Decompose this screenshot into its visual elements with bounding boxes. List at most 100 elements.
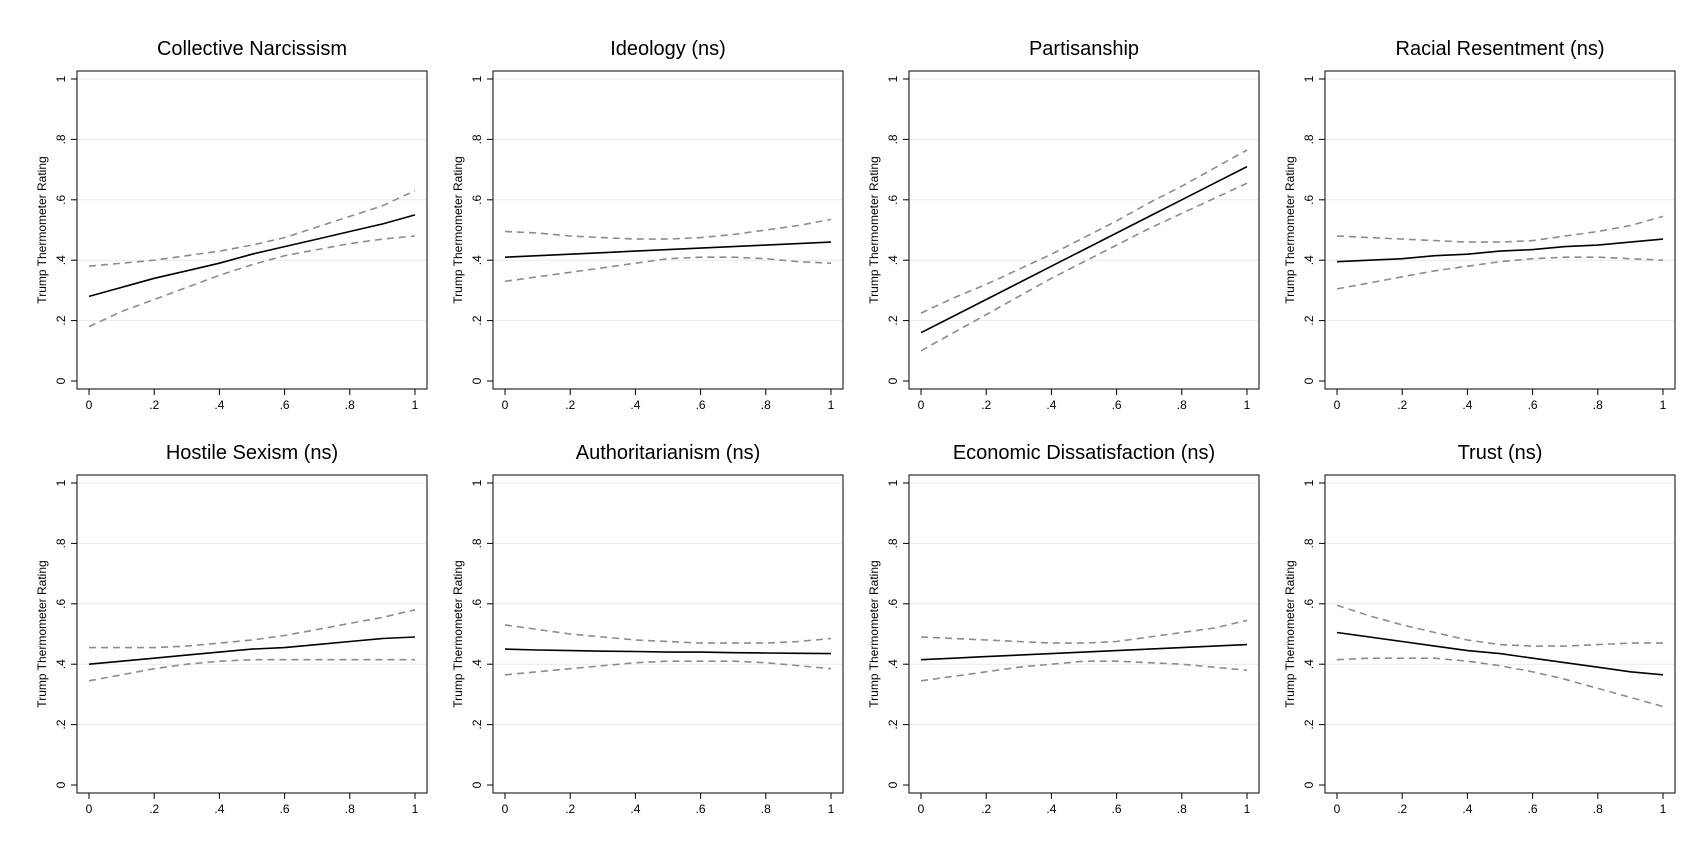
y-tick-label: .4 [470, 659, 484, 669]
x-tick-label: 1 [828, 802, 835, 816]
y-tick-label: 0 [1302, 781, 1316, 788]
y-tick-label: .2 [886, 719, 900, 729]
x-tick-label: .6 [280, 802, 290, 816]
y-tick-label: .8 [470, 134, 484, 144]
plot-frame [76, 474, 428, 794]
fitted-line [920, 643, 1248, 661]
x-tick-label: .8 [345, 398, 355, 412]
y-axis-label: Trump Thermometer Rating [35, 156, 49, 303]
y-tick-label: 1 [470, 479, 484, 486]
x-tick-label: .4 [1462, 802, 1472, 816]
y-axis-label: Trump Thermometer Rating [451, 560, 465, 707]
x-tick-label: 0 [502, 802, 509, 816]
y-tick-label: .4 [470, 255, 484, 265]
y-tick-label: .2 [470, 719, 484, 729]
y-axis-label: Trump Thermometer Rating [1283, 156, 1297, 303]
y-tick-label: .8 [886, 134, 900, 144]
y-tick-label: .6 [886, 598, 900, 608]
fitted-line [1336, 631, 1664, 676]
y-tick-label: .2 [54, 719, 68, 729]
y-tick-label: .8 [54, 134, 68, 144]
y-tick-label: .6 [54, 598, 68, 608]
y-axis-label: Trump Thermometer Rating [1283, 560, 1297, 707]
y-tick-label: 1 [1302, 75, 1316, 82]
panel-title: Hostile Sexism (ns) [166, 442, 338, 464]
y-tick-label: .8 [470, 538, 484, 548]
x-tick-label: .4 [1046, 398, 1056, 412]
x-tick-label: .6 [696, 802, 706, 816]
x-tick-label: 1 [1660, 802, 1667, 816]
fitted-line [88, 214, 416, 298]
y-tick-label: .2 [54, 315, 68, 325]
fitted-line [920, 165, 1248, 334]
y-tick-label: 1 [1302, 479, 1316, 486]
y-tick-label: .6 [1302, 598, 1316, 608]
upper-ci-line [920, 149, 1248, 314]
y-tick-label: .4 [54, 255, 68, 265]
y-tick-label: .6 [54, 194, 68, 204]
x-tick-label: .4 [1046, 802, 1056, 816]
x-tick-label: .2 [149, 802, 159, 816]
x-tick-label: .4 [630, 398, 640, 412]
x-tick-label: .6 [1528, 398, 1538, 412]
panel-title: Partisanship [1029, 38, 1139, 60]
panel-5: Hostile Sexism (ns) 0 .2 .4 .6 .8 1 0 .2 .4 .6 .8 1 T… [35, 442, 428, 816]
x-tick-label: .8 [1177, 398, 1187, 412]
y-tick-label: .2 [1302, 315, 1316, 325]
panel-title: Ideology (ns) [610, 38, 726, 60]
panel-title: Collective Narcissism [157, 38, 347, 60]
y-tick-label: .2 [886, 315, 900, 325]
y-tick-label: 1 [54, 479, 68, 486]
y-tick-label: 0 [54, 377, 68, 384]
x-tick-label: 1 [412, 802, 419, 816]
panel-6: Authoritarianism (ns) 0 .2 .4 .6 .8 1 0 .2 .4 .6 .8… [451, 442, 844, 816]
panel-4: Racial Resentment (ns) 0 .2 .4 .6 .8 1 0 .2 .4 .6.… [1283, 38, 1676, 412]
y-tick-label: .6 [886, 194, 900, 204]
y-tick-label: .8 [886, 538, 900, 548]
y-tick-label: .2 [470, 315, 484, 325]
x-tick-label: .6 [1112, 802, 1122, 816]
x-tick-label: .4 [214, 802, 224, 816]
panel-7: Economic Dissatisfaction (ns) 0 .2 .4 .6 .8 1 0… [867, 442, 1260, 816]
x-tick-label: .4 [1462, 398, 1472, 412]
x-tick-label: .2 [565, 398, 575, 412]
x-tick-label: .2 [149, 398, 159, 412]
y-tick-label: 1 [886, 75, 900, 82]
upper-ci-line [89, 609, 416, 649]
x-tick-label: 0 [86, 802, 93, 816]
x-tick-label: .8 [1177, 802, 1187, 816]
x-tick-label: .8 [345, 802, 355, 816]
fitted-line [504, 241, 832, 258]
x-tick-label: .6 [696, 398, 706, 412]
plot-frame [1324, 70, 1676, 390]
upper-ci-line [88, 189, 416, 267]
x-tick-label: 1 [412, 398, 419, 412]
x-tick-label: .6 [1528, 802, 1538, 816]
y-tick-label: .6 [1302, 194, 1316, 204]
x-tick-label: .2 [565, 802, 575, 816]
fitted-line [504, 648, 832, 655]
panel-title: Racial Resentment (ns) [1396, 38, 1605, 60]
y-tick-label: .4 [886, 255, 900, 265]
y-tick-label: 1 [54, 75, 68, 82]
y-axis-label: Trump Thermometer Rating [451, 156, 465, 303]
lower-ci-line [504, 256, 832, 283]
panel-8: Trust (ns) 0 .2 .4 .6 .8 1 0 .2 .4 .6 .8 1 Trump Ther… [1283, 442, 1676, 816]
y-tick-label: .4 [1302, 255, 1316, 265]
lower-ci-line [1336, 657, 1664, 708]
upper-ci-line [504, 624, 832, 644]
y-tick-label: .4 [886, 659, 900, 669]
x-tick-label: .8 [761, 398, 771, 412]
y-tick-label: 0 [886, 781, 900, 788]
upper-ci-line [1336, 604, 1663, 647]
x-tick-label: 0 [1334, 802, 1341, 816]
panel-title: Economic Dissatisfaction (ns) [953, 442, 1215, 464]
x-tick-label: .8 [1593, 398, 1603, 412]
plot-frame [908, 70, 1260, 390]
y-tick-label: 0 [1302, 377, 1316, 384]
y-tick-label: .6 [470, 194, 484, 204]
fitted-line [1336, 238, 1664, 263]
plot-frame [492, 70, 844, 390]
x-tick-label: 1 [1244, 398, 1251, 412]
x-tick-label: .2 [981, 802, 991, 816]
